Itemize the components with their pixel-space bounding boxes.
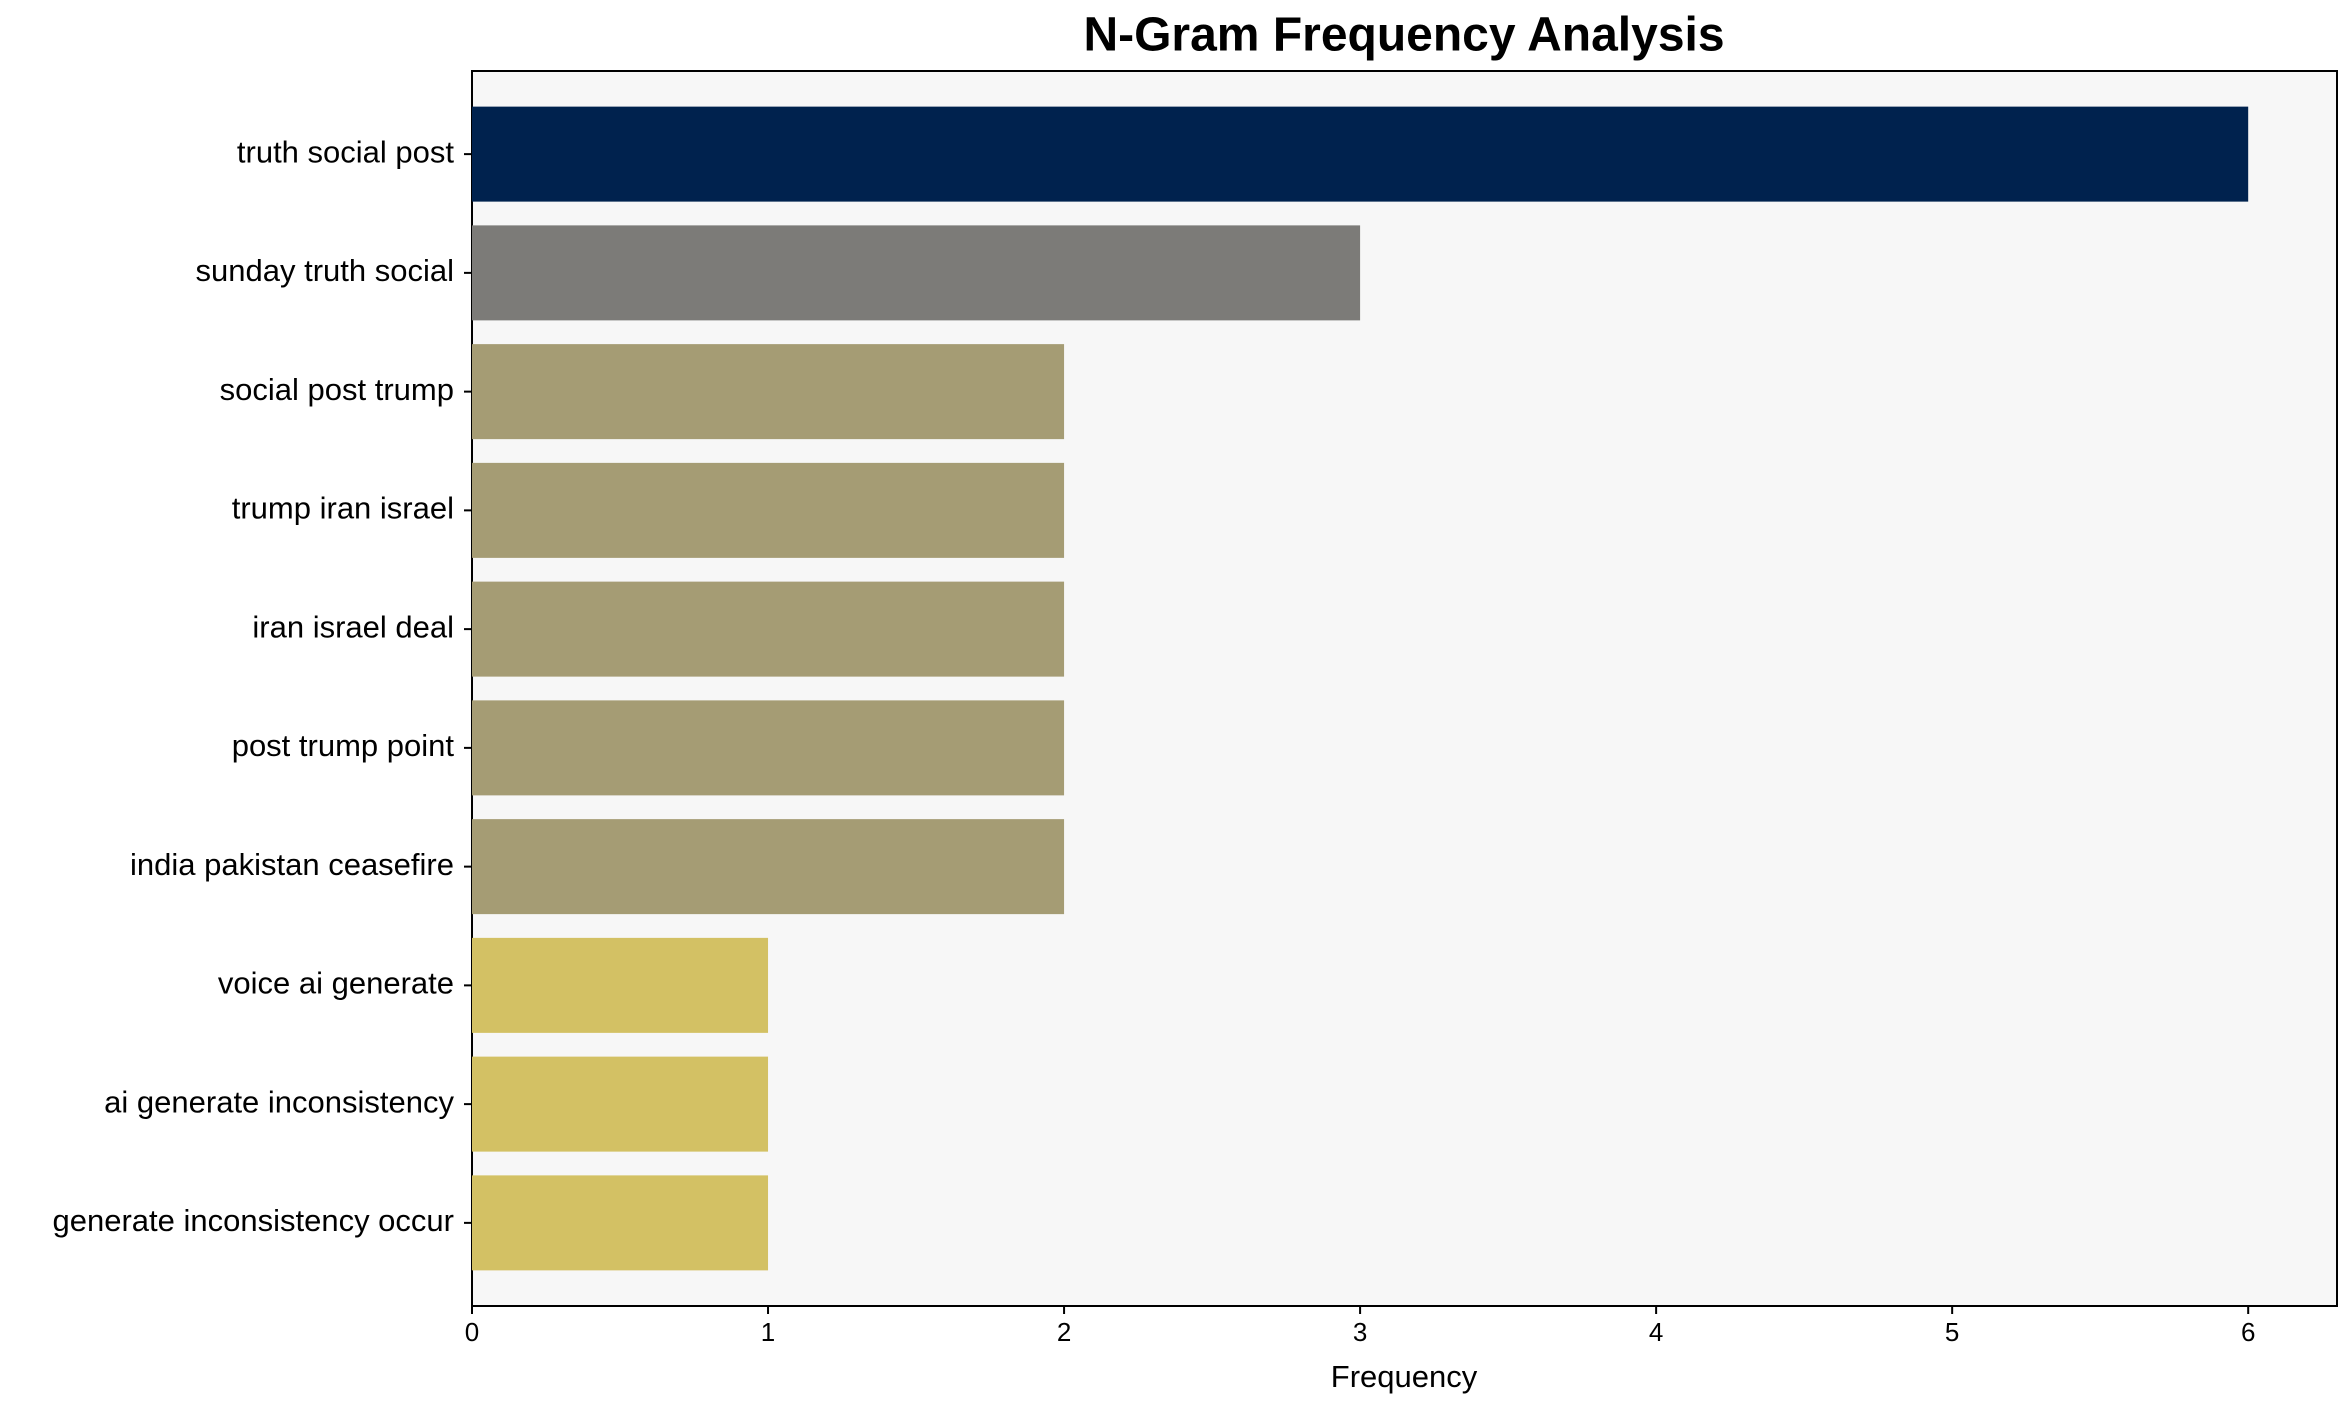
- y-tick-label: iran israel deal: [252, 609, 454, 644]
- x-axis-label: Frequency: [1331, 1359, 1478, 1394]
- x-tick-label: 6: [2241, 1317, 2255, 1347]
- chart-title: N-Gram Frequency Analysis: [1083, 9, 1724, 62]
- x-tick-label: 3: [1353, 1317, 1367, 1347]
- bar: [472, 344, 1065, 440]
- bar: [472, 581, 1065, 677]
- bar: [472, 106, 2249, 202]
- bar: [472, 225, 1361, 321]
- bar: [472, 1056, 769, 1152]
- y-tick-label: post trump point: [232, 728, 455, 763]
- bar: [472, 462, 1065, 558]
- bar: [472, 1175, 769, 1271]
- y-tick-label: truth social post: [237, 134, 454, 169]
- x-tick-label: 0: [465, 1317, 479, 1347]
- y-tick-label: sunday truth social: [196, 253, 454, 288]
- y-tick-label: india pakistan ceasefire: [130, 847, 454, 882]
- y-tick-label: social post trump: [220, 372, 454, 407]
- bar: [472, 937, 769, 1033]
- y-tick-label: voice ai generate: [218, 966, 454, 1001]
- bar: [472, 700, 1065, 796]
- y-tick-label: trump iran israel: [232, 491, 454, 526]
- y-tick-label: ai generate inconsistency: [104, 1084, 454, 1119]
- x-tick-label: 2: [1057, 1317, 1071, 1347]
- y-tick-label: generate inconsistency occur: [52, 1203, 454, 1238]
- x-tick-label: 5: [1945, 1317, 1959, 1347]
- bar: [472, 819, 1065, 915]
- x-tick-label: 4: [1649, 1317, 1663, 1347]
- x-tick-label: 1: [761, 1317, 775, 1347]
